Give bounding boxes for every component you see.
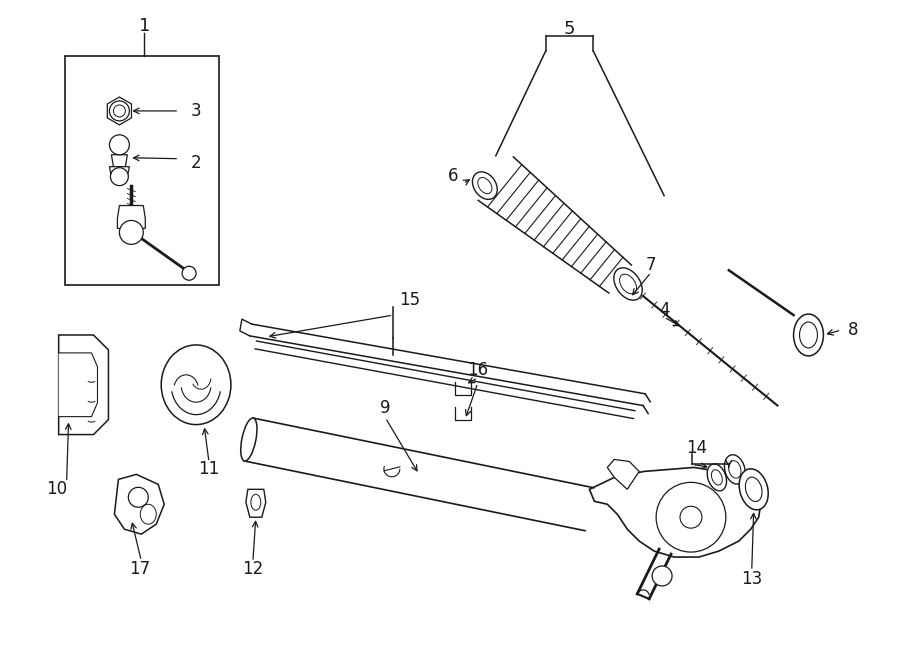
Circle shape: [111, 168, 129, 186]
Ellipse shape: [478, 178, 492, 194]
Ellipse shape: [614, 268, 643, 300]
Text: 12: 12: [242, 560, 264, 578]
Circle shape: [110, 135, 130, 155]
Text: 10: 10: [46, 481, 68, 498]
Polygon shape: [114, 475, 164, 534]
Ellipse shape: [472, 172, 498, 200]
Ellipse shape: [794, 314, 824, 356]
Ellipse shape: [240, 418, 257, 461]
Text: 4: 4: [659, 301, 670, 319]
Ellipse shape: [799, 322, 817, 348]
Ellipse shape: [712, 470, 723, 485]
Text: 11: 11: [198, 461, 220, 479]
Polygon shape: [608, 459, 639, 489]
Circle shape: [656, 483, 725, 552]
Circle shape: [652, 566, 672, 586]
Circle shape: [129, 487, 148, 507]
Text: 8: 8: [848, 321, 859, 339]
Text: 7: 7: [646, 256, 656, 274]
Text: 3: 3: [191, 102, 202, 120]
Text: 16: 16: [467, 361, 489, 379]
Bar: [65, 56, 219, 285]
Polygon shape: [107, 97, 131, 125]
Ellipse shape: [619, 274, 636, 294]
Text: 13: 13: [741, 570, 762, 588]
Ellipse shape: [251, 494, 261, 510]
Ellipse shape: [739, 469, 769, 510]
Text: 5: 5: [563, 20, 575, 38]
Circle shape: [120, 221, 143, 245]
Text: 2: 2: [191, 154, 202, 172]
Ellipse shape: [161, 345, 231, 424]
Circle shape: [182, 266, 196, 280]
Text: 9: 9: [380, 399, 391, 416]
Polygon shape: [112, 155, 128, 167]
Polygon shape: [590, 467, 760, 557]
Ellipse shape: [745, 477, 762, 502]
Ellipse shape: [729, 461, 741, 478]
Polygon shape: [58, 335, 108, 434]
Text: 15: 15: [400, 291, 420, 309]
Polygon shape: [117, 206, 145, 229]
Ellipse shape: [724, 455, 745, 484]
Ellipse shape: [707, 464, 726, 491]
Text: 17: 17: [129, 560, 150, 578]
Text: 6: 6: [447, 167, 458, 184]
Circle shape: [113, 105, 125, 117]
Circle shape: [110, 101, 130, 121]
Text: 1: 1: [139, 17, 150, 35]
Polygon shape: [58, 353, 97, 416]
Text: 14: 14: [687, 438, 707, 457]
Polygon shape: [246, 489, 266, 517]
Polygon shape: [110, 167, 130, 176]
